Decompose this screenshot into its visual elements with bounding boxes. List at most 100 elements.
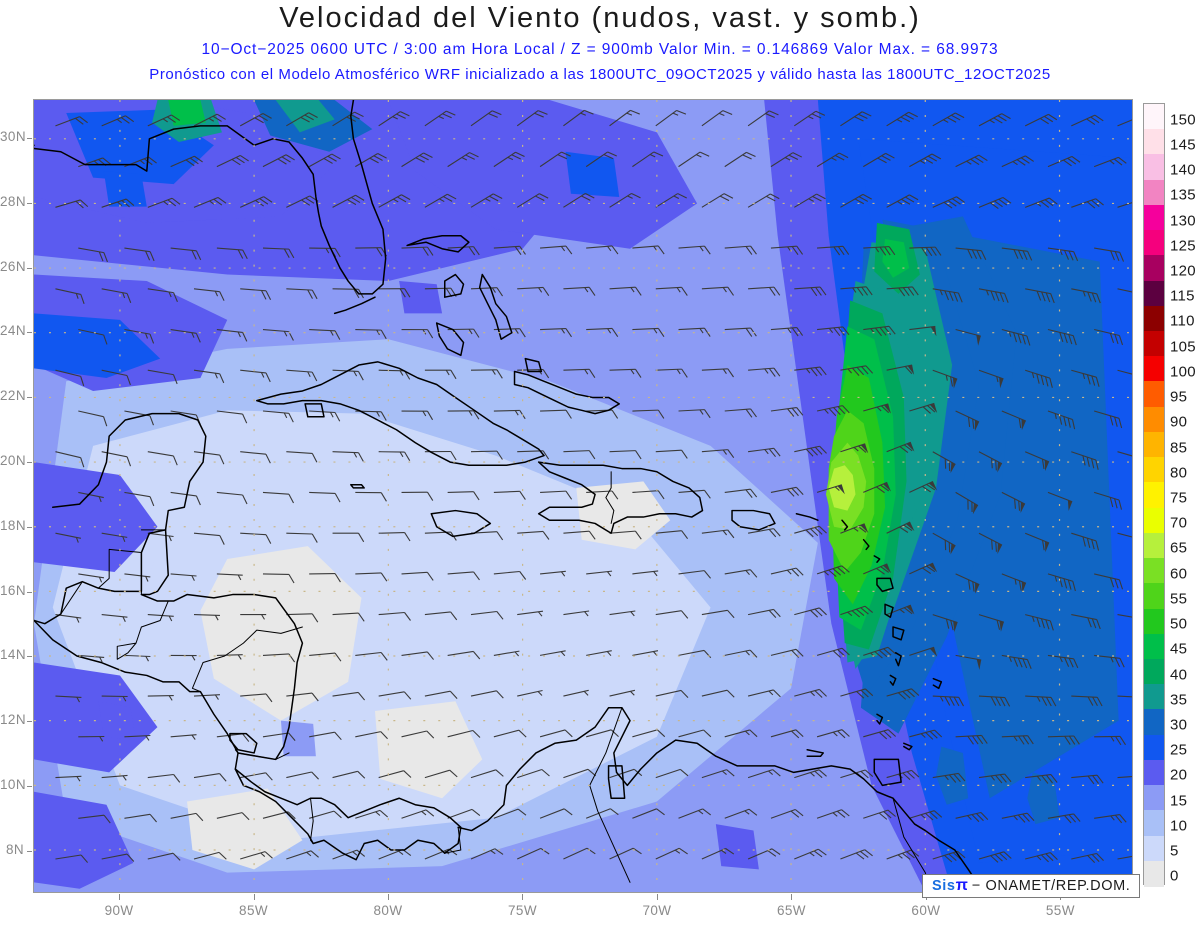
wind-barb-feather (934, 246, 942, 256)
wind-barb-feather (953, 292, 959, 302)
wind-barb-feather (331, 153, 341, 160)
wind-barb-feather (634, 530, 642, 540)
wind-barb-shaft (586, 490, 613, 493)
wind-barb (147, 614, 174, 622)
wind-barb-feather (329, 330, 334, 336)
wind-barb (747, 608, 781, 618)
wind-barb-feather (1114, 814, 1123, 824)
wind-barb-feather (766, 195, 776, 202)
wind-barb-shaft (609, 530, 636, 534)
lon-tick-label: 65W (776, 903, 806, 918)
wind-barb-feather (396, 113, 406, 119)
wind-barb-shaft (447, 729, 474, 738)
wind-barb-pennant (974, 420, 980, 432)
wind-barb-shaft (1117, 202, 1132, 208)
wind-barb-feather (1041, 775, 1049, 784)
wind-barb (724, 151, 756, 168)
wind-barb-feather (795, 648, 804, 657)
wind-barb-pennant (953, 621, 958, 633)
wind-barb-shaft (632, 729, 658, 738)
wind-barb (147, 451, 178, 466)
lat-tick-label: 30N (0, 128, 26, 144)
wind-barb-feather (842, 246, 850, 255)
wind-barb-feather (1068, 250, 1074, 261)
wind-barb (1025, 369, 1053, 388)
wind-barb-feather (879, 246, 887, 256)
wind-barb (932, 112, 965, 127)
wind-barb-feather (1004, 697, 1011, 707)
wind-barb-feather (771, 848, 781, 855)
wind-barb-feather (231, 158, 241, 166)
wind-barb-feather (126, 456, 132, 467)
wind-barb (355, 731, 388, 740)
colorbar-tick-label: 85 (1170, 439, 1188, 457)
colorbar-segment (1144, 684, 1164, 710)
wind-barb-feather (699, 328, 704, 334)
wind-barb (586, 650, 612, 657)
wind-barb-feather (907, 286, 915, 296)
wind-barb-feather (967, 735, 974, 745)
wind-barb-feather (985, 289, 989, 296)
lon-tickmark (388, 894, 389, 900)
wind-barb-shaft (124, 813, 151, 819)
wind-barb-feather (585, 192, 595, 199)
coastline-lesser-antilles-4 (873, 555, 881, 563)
wind-barb-feather (769, 287, 776, 296)
wind-barb (1071, 114, 1104, 127)
wind-barb-feather (704, 327, 711, 337)
wind-barb-feather (1017, 249, 1024, 260)
wind-barb-feather (939, 289, 943, 296)
wind-barb-feather (584, 369, 589, 375)
wind-barb-feather (995, 696, 1001, 707)
wind-barb (240, 288, 272, 301)
wind-barb (678, 489, 711, 499)
wind-barb-feather (611, 409, 619, 419)
wind-barb-feather (627, 195, 633, 199)
wind-barb (78, 654, 105, 663)
wind-barb-feather (468, 246, 476, 256)
wind-barb-pennant (882, 482, 892, 492)
wind-barb (655, 449, 688, 459)
wind-barb-feather (630, 287, 635, 293)
wind-barb-feather (883, 811, 892, 819)
wind-barb (470, 287, 504, 297)
wind-barb-feather (635, 369, 642, 378)
wind-barb-feather (334, 652, 342, 662)
wind-barb-feather (191, 734, 196, 740)
wind-barb (724, 649, 758, 658)
wind-barb-feather (677, 193, 687, 199)
wind-barb-feather (560, 571, 566, 577)
colorbar-segment (1144, 507, 1164, 534)
coastline-hispaniola (537, 461, 704, 534)
wind-barb (332, 194, 365, 208)
wind-barb-feather (449, 769, 458, 778)
wind-barb (1117, 202, 1132, 208)
wind-barb-feather (126, 293, 132, 303)
wind-barb-feather (676, 287, 681, 293)
wind-barb (886, 521, 915, 534)
wind-barb-feather (630, 369, 635, 375)
map-plot-area[interactable] (33, 99, 1133, 893)
colorbar-tick-label: 50 (1170, 615, 1188, 633)
wind-barb-feather (561, 151, 571, 157)
wind-barb (101, 532, 128, 542)
wind-barb-feather (703, 570, 711, 579)
wind-barb-feather (168, 695, 173, 701)
wind-barb-feather (722, 368, 727, 375)
wind-barb-feather (168, 615, 173, 622)
wind-barb-feather (888, 325, 896, 335)
wind-barb-feather (880, 566, 890, 573)
wind-barb-feather (1091, 292, 1097, 303)
wind-barb-feather (219, 373, 225, 384)
wind-barb-shaft (378, 532, 405, 534)
wind-barb-feather (967, 416, 971, 428)
wind-barb-shaft (286, 532, 313, 535)
wind-barb-feather (1110, 815, 1115, 821)
wind-barb-feather (539, 193, 549, 199)
wind-barb (447, 491, 480, 501)
wind-barb (1117, 695, 1132, 698)
wind-barb-feather (393, 198, 399, 203)
wind-barb-feather (375, 811, 381, 816)
wind-barb (609, 109, 640, 127)
wind-barb (124, 573, 151, 582)
